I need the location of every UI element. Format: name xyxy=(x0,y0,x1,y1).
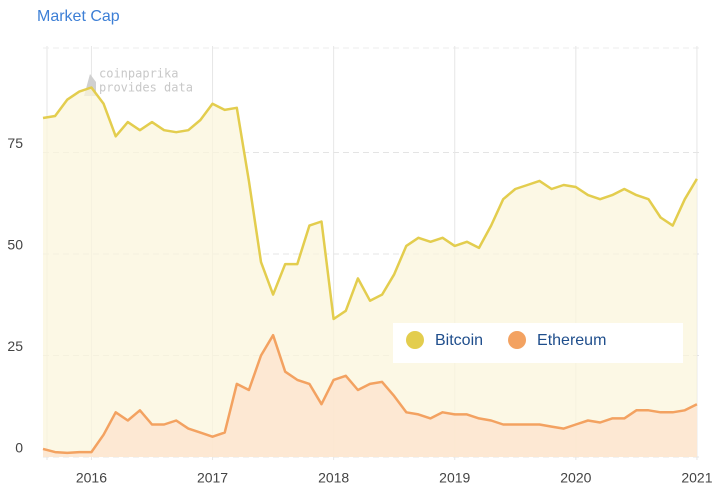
y-tick-label: 75 xyxy=(7,135,23,151)
series-line xyxy=(42,333,698,455)
y-tick-label: 25 xyxy=(7,338,23,354)
watermark: coinpaprika xyxy=(99,67,178,81)
x-tick-label: 2016 xyxy=(76,470,107,486)
y-tick-label: 50 xyxy=(7,237,23,253)
legend-label: Ethereum xyxy=(537,332,606,349)
area-fill xyxy=(43,335,697,457)
legend-label: Bitcoin xyxy=(435,332,483,349)
series-line xyxy=(42,86,698,321)
legend-box xyxy=(393,323,683,363)
x-tick-label: 2020 xyxy=(560,470,591,486)
x-tick-label: 2021 xyxy=(681,470,712,486)
x-tick-label: 2018 xyxy=(318,470,349,486)
x-tick-label: 2017 xyxy=(197,470,228,486)
legend-marker xyxy=(406,331,424,349)
chart-title: Market Cap xyxy=(37,8,120,25)
y-tick-label: 0 xyxy=(15,440,23,456)
legend-marker xyxy=(508,331,527,349)
area-fill xyxy=(43,87,697,457)
watermark-subtitle: provides data xyxy=(99,81,193,95)
x-tick-label: 2019 xyxy=(439,470,470,486)
